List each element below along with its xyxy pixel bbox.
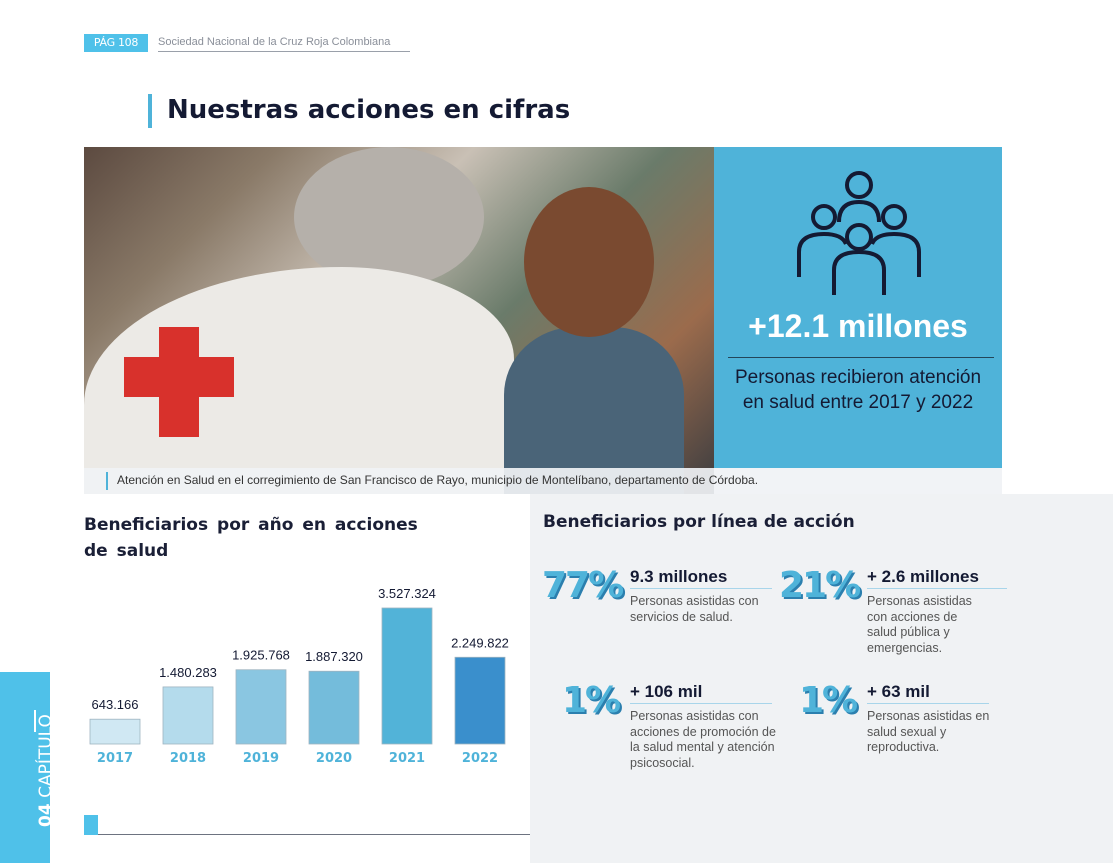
stat-value: + 106 mil xyxy=(630,681,772,704)
year-label: 2017 xyxy=(97,751,133,766)
title-accent-bar xyxy=(148,94,152,128)
bar-value-label: 2.249.822 xyxy=(451,635,509,650)
bar-value-label: 1.480.283 xyxy=(159,665,217,680)
bar-2018 xyxy=(162,686,214,745)
chart-heading: Beneficiarios por año en acciones de sal… xyxy=(84,515,418,561)
stat-percent: 1% xyxy=(562,680,621,721)
divider xyxy=(728,357,994,358)
stat-value: 9.3 millones xyxy=(630,566,772,589)
stat-description: Personas asistidas en salud sexual y rep… xyxy=(867,709,990,754)
bar-value-label: 3.527.324 xyxy=(378,586,436,601)
footer-accent xyxy=(84,815,98,835)
stat-description: Personas asistidas con acciones de promo… xyxy=(630,709,776,770)
stat-percent: 21% xyxy=(779,565,861,606)
highlight-description: Personas recibieron atención en salud en… xyxy=(734,367,982,413)
bar-value-label: 1.887.320 xyxy=(305,649,363,664)
year-label: 2019 xyxy=(243,751,279,766)
people-group-icon xyxy=(797,171,921,295)
stat-value: + 63 mil xyxy=(867,681,989,704)
chapter-number: 04 xyxy=(36,803,56,827)
chapter-tab: 04 CAPÍTULO xyxy=(0,672,56,863)
stat-percent: 1% xyxy=(799,680,858,721)
year-label: 2021 xyxy=(389,751,425,766)
stat-description: Personas asistidas con acciones de salud… xyxy=(867,594,972,655)
organization-name: Sociedad Nacional de la Cruz Roja Colomb… xyxy=(158,36,410,52)
bar-2020 xyxy=(308,670,360,745)
bar-2021 xyxy=(381,607,433,745)
stat-percent: 77% xyxy=(542,565,624,606)
footer-line xyxy=(98,834,530,835)
bar-2019 xyxy=(235,669,287,745)
highlight-box: +12.1 millones Personas recibieron atenc… xyxy=(714,147,1002,468)
beneficiaries-bar-chart: 643.166 2017 1.480.283 2018 1.925.768 2019 1.8… xyxy=(89,586,509,766)
photo-health-care xyxy=(84,147,714,494)
bar-value-label: 643.166 xyxy=(92,697,139,712)
photo-caption: Atención en Salud en el corregimiento de… xyxy=(84,468,1002,494)
highlight-value: +12.1 millones xyxy=(748,308,968,344)
page-title: Nuestras acciones en cifras xyxy=(167,95,571,125)
year-label: 2022 xyxy=(462,751,498,766)
year-label: 2020 xyxy=(316,751,352,766)
year-label: 2018 xyxy=(170,751,206,766)
stat-description: Personas asistidas con servicios de salu… xyxy=(630,594,759,624)
chapter-label: CAPÍTULO xyxy=(36,714,56,798)
page-number-badge: PÁG 108 xyxy=(84,34,148,52)
bar-value-label: 1.925.768 xyxy=(232,648,290,663)
bar-2017 xyxy=(89,718,141,745)
action-lines-panel xyxy=(530,494,1113,863)
stat-value: + 2.6 millones xyxy=(867,566,1007,589)
bar-2022 xyxy=(454,656,506,745)
action-lines-heading: Beneficiarios por línea de acción xyxy=(543,512,855,532)
caption-text: Atención en Salud en el corregimiento de… xyxy=(117,473,759,487)
